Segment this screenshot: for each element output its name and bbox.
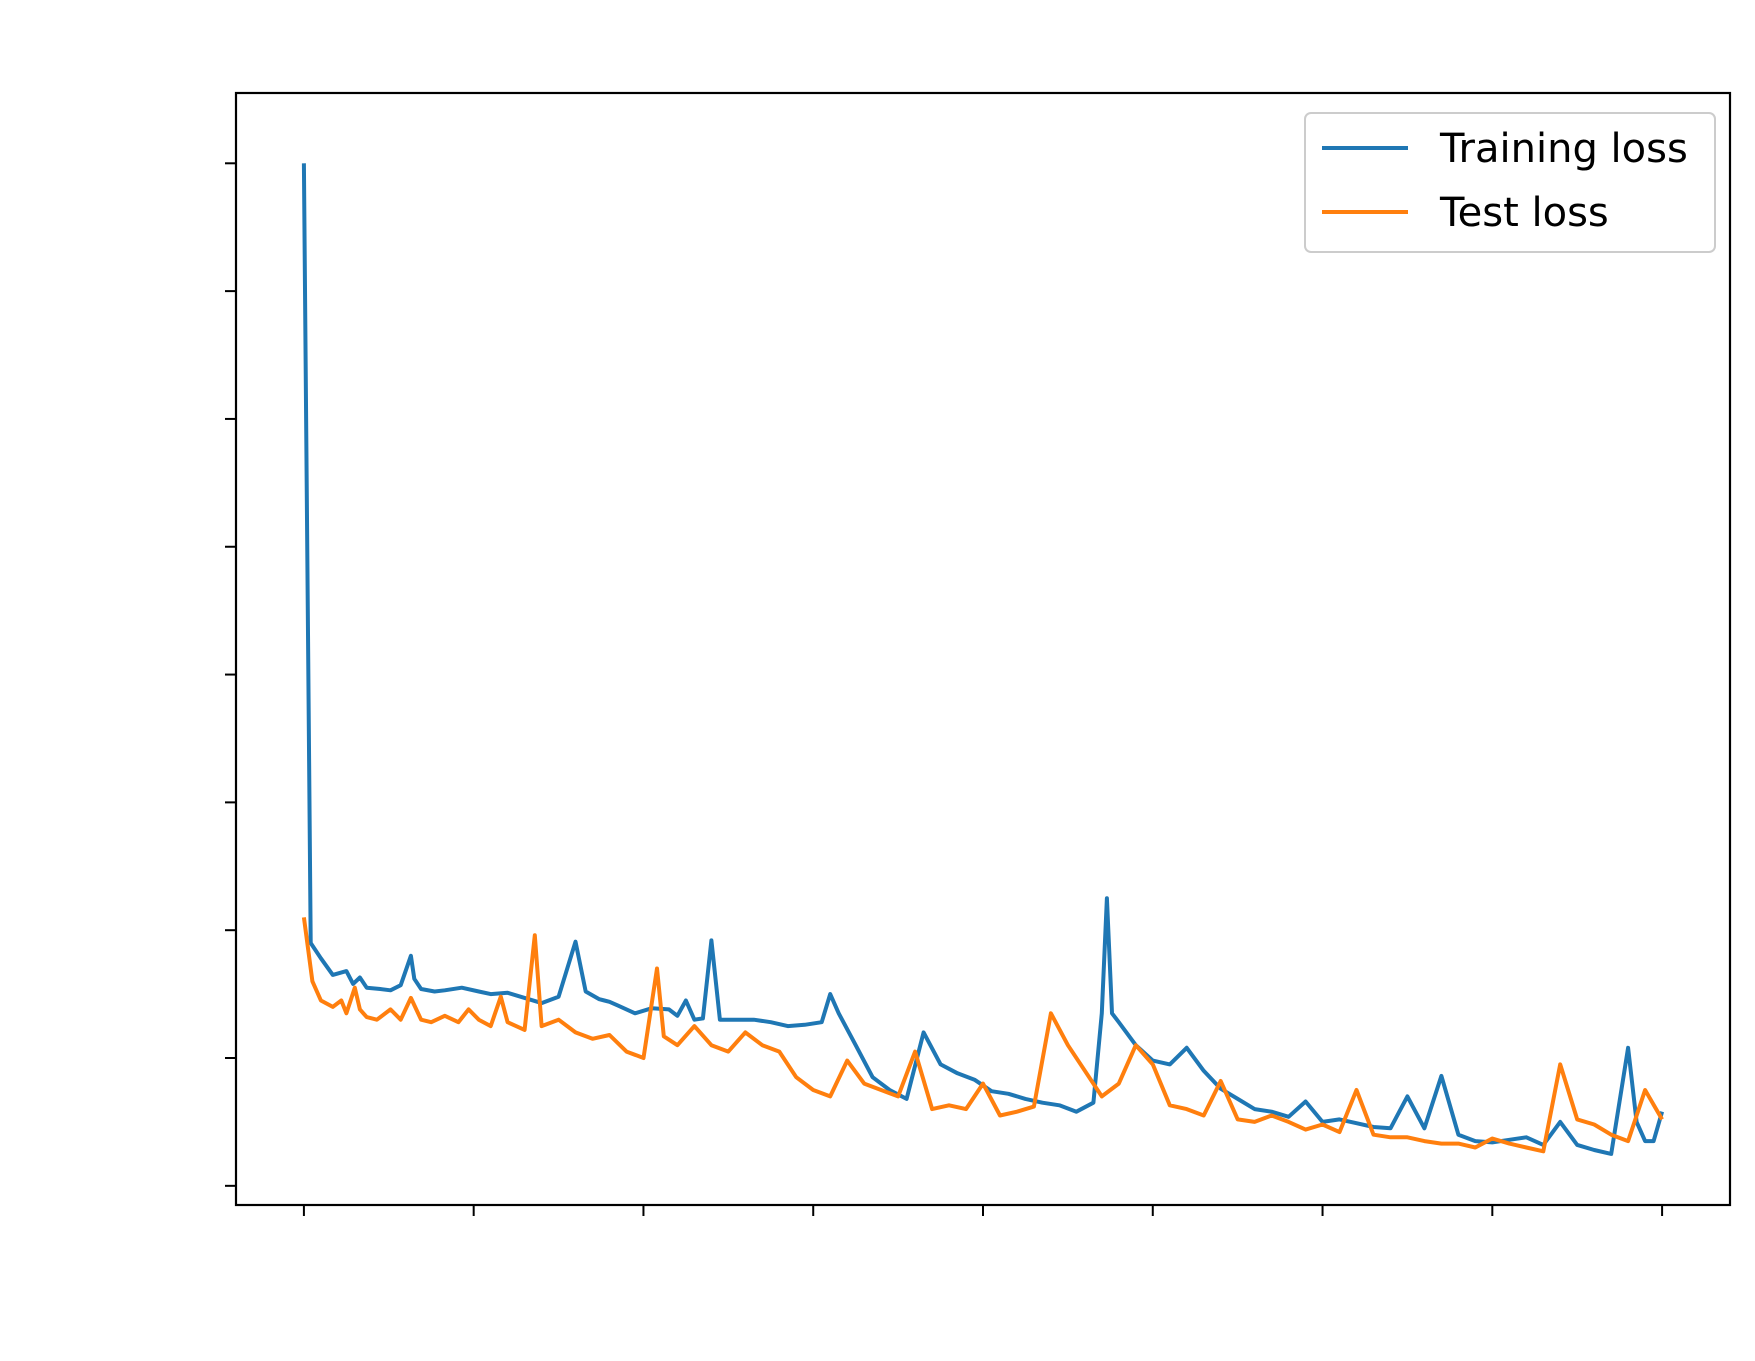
- legend-label-training-loss: Training loss: [1439, 126, 1688, 172]
- test-loss-line: [301, 917, 1664, 1154]
- series-layer: [301, 163, 1665, 1156]
- x-axis-ticks: [302, 1205, 1664, 1216]
- y-axis-ticks: [225, 162, 236, 1187]
- legend-label-test-loss: Test loss: [1439, 190, 1609, 236]
- legend: Training loss Test loss: [1304, 112, 1716, 253]
- training-loss-line: [301, 163, 1665, 1156]
- plot-area-frame: [234, 91, 1732, 1207]
